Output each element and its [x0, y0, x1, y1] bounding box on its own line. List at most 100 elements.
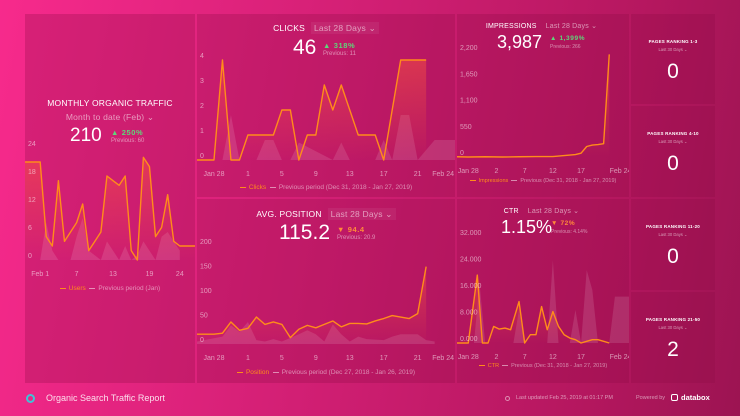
y-tick-label: 2,200 — [460, 45, 478, 52]
x-tick-label: 24 — [176, 271, 184, 278]
last-updated: Last updated Feb 25, 2019 at 01:17 PM — [516, 395, 613, 401]
panel-avg-position: AVG. POSITION Last 28 Days ⌄ 115.2 ▼ 94.4… — [197, 199, 455, 383]
range-dropdown[interactable]: Last 28 Days ⌄ — [527, 208, 580, 215]
legend-main: Clicks — [248, 184, 267, 191]
range-dropdown[interactable]: Last 28 Days ⌄ — [545, 23, 598, 30]
ctr-chart: 0.000 8.000 16.000 24.000 32.000 Jan 28 2 7 12 17… — [457, 230, 629, 361]
chart-legend: Clicks Previous period (Dec 31, 2018 - J… — [197, 184, 455, 191]
range-dropdown[interactable]: Last 30 Days ⌄ — [658, 139, 688, 144]
powered-by-label: Powered by — [636, 395, 666, 401]
tile-value: 0 — [667, 245, 679, 268]
y-tick-label: 0 — [460, 150, 464, 157]
tile-title: PAGES RANKING 21-50 — [645, 317, 701, 322]
x-tick-label: 1 — [246, 355, 250, 362]
x-tick-label: 9 — [314, 171, 318, 178]
footer: Organic Search Traffic Report Last updat… — [0, 388, 740, 416]
x-tick-label: 5 — [280, 171, 284, 178]
previous-value: Previous: 60 — [111, 138, 145, 144]
x-tick-label: 7 — [523, 354, 527, 361]
range-dropdown[interactable]: Last 28 Days ⌄ — [327, 208, 396, 220]
databox-brand[interactable]: databox — [681, 393, 710, 402]
x-tick-label: Feb 24 — [432, 355, 454, 362]
x-tick-label: Feb 24 — [610, 354, 629, 361]
chart-legend: Users Previous period (Jan) — [25, 285, 195, 292]
y-tick-label: 16.000 — [460, 283, 482, 290]
y-tick-label: 1,650 — [460, 71, 478, 78]
databox-logo-icon — [671, 394, 678, 401]
x-tick-label: Jan 28 — [458, 168, 479, 175]
series-area — [457, 275, 610, 343]
clock-icon — [505, 396, 510, 401]
range-dropdown[interactable]: Last 30 Days ⌄ — [658, 325, 688, 330]
tile-pages-ranking-11-20: PAGES RANKING 11-20 Last 30 Days ⌄ 0 — [631, 199, 715, 290]
x-tick-label: 2 — [495, 354, 499, 361]
panel-title: IMPRESSIONS — [485, 23, 537, 30]
y-tick-label: 2 — [200, 103, 204, 110]
x-tick-label: 21 — [414, 171, 422, 178]
range-dropdown[interactable]: Month to date (Feb) ⌄ — [65, 112, 155, 122]
y-tick-label: 1,100 — [460, 98, 478, 105]
series-line — [25, 156, 195, 261]
range-dropdown[interactable]: Last 30 Days ⌄ — [658, 232, 688, 237]
y-tick-label: 24 — [28, 141, 36, 148]
previous-value: Previous: 266 — [550, 44, 581, 50]
tile-value: 0 — [667, 152, 679, 175]
x-tick-label: 17 — [380, 171, 388, 178]
y-tick-label: 24.000 — [460, 257, 482, 264]
tile-title: PAGES RANKING 4-10 — [647, 131, 699, 136]
x-tick-label: 19 — [146, 271, 154, 278]
metric-value: 46 — [293, 36, 317, 59]
y-tick-label: 6 — [28, 225, 32, 232]
change-badge: ▲ 250% — [111, 128, 144, 137]
previous-value: Previous: 20.9 — [337, 235, 376, 241]
change-badge: ▲ 1,399% — [550, 35, 586, 42]
x-tick-label: 13 — [346, 355, 354, 362]
y-tick-label: 0.000 — [460, 336, 478, 343]
panel-clicks: CLICKS Last 28 Days ⌄ 46 ▲ 318% Previous:… — [197, 14, 455, 197]
x-tick-label: 17 — [577, 168, 585, 175]
y-tick-label: 0 — [200, 337, 204, 344]
change-badge: ▼ 94.4 — [337, 225, 365, 234]
legend-previous: Previous period (Dec 27, 2018 - Jan 26, … — [281, 369, 416, 376]
panel-title: AVG. POSITION — [256, 209, 322, 219]
metric-value: 115.2 — [279, 221, 330, 244]
tile-value: 0 — [667, 60, 679, 83]
legend-main: Users — [68, 285, 86, 292]
series-line — [197, 59, 427, 161]
range-dropdown[interactable]: Last 28 Days ⌄ — [311, 22, 379, 34]
y-tick-label: 32.000 — [460, 230, 482, 237]
metric-value: 3,987 — [497, 32, 543, 52]
legend-main: Position — [245, 369, 270, 376]
x-tick-label: 17 — [380, 355, 388, 362]
tile-value: 2 — [667, 338, 679, 361]
range-dropdown[interactable]: Last 30 Days ⌄ — [658, 47, 688, 52]
legend-previous: Previous period (Jan) — [98, 285, 161, 292]
panel-monthly-traffic: MONTHLY ORGANIC TRAFFIC Month to date (F… — [25, 14, 195, 383]
series-area — [197, 266, 427, 344]
report-logo-icon — [26, 394, 35, 403]
x-tick-label: Feb 1 — [31, 271, 49, 278]
x-tick-label: 13 — [109, 271, 117, 278]
traffic-chart: 0 6 12 18 24 Feb 1 7 13 19 24 — [25, 141, 195, 278]
report-title: Organic Search Traffic Report — [46, 393, 165, 403]
panel-ctr: CTR Last 28 Days ⌄ 1.15% ▼ 72% Previous: … — [457, 199, 629, 383]
x-tick-label: Feb 24 — [610, 168, 629, 175]
panel-title: CLICKS — [273, 23, 305, 33]
x-tick-label: Jan 28 — [203, 355, 224, 362]
y-tick-label: 12 — [28, 197, 36, 204]
x-tick-label: 7 — [75, 271, 79, 278]
y-tick-label: 4 — [200, 53, 204, 60]
chart-legend: Impressions Previous (Dec 31, 2018 - Jan… — [457, 178, 629, 184]
previous-value: Previous: 11 — [323, 51, 356, 57]
x-tick-label: Feb 24 — [432, 171, 454, 178]
x-tick-label: 12 — [549, 168, 557, 175]
y-tick-label: 50 — [200, 313, 208, 320]
clicks-chart: 0 1 2 3 4 Jan 28 1 5 9 13 17 21 Feb 24 — [197, 53, 455, 178]
legend-previous: Previous (Dec 31, 2018 - Jan 27, 2019) — [511, 363, 608, 369]
x-tick-label: 17 — [577, 354, 585, 361]
legend-main: Impressions — [478, 178, 509, 184]
tile-pages-ranking-1-3: PAGES RANKING 1-3 Last 30 Days ⌄ 0 — [631, 14, 715, 104]
panel-title: CTR — [503, 208, 519, 215]
y-tick-label: 200 — [200, 239, 212, 246]
y-tick-label: 0 — [200, 153, 204, 160]
